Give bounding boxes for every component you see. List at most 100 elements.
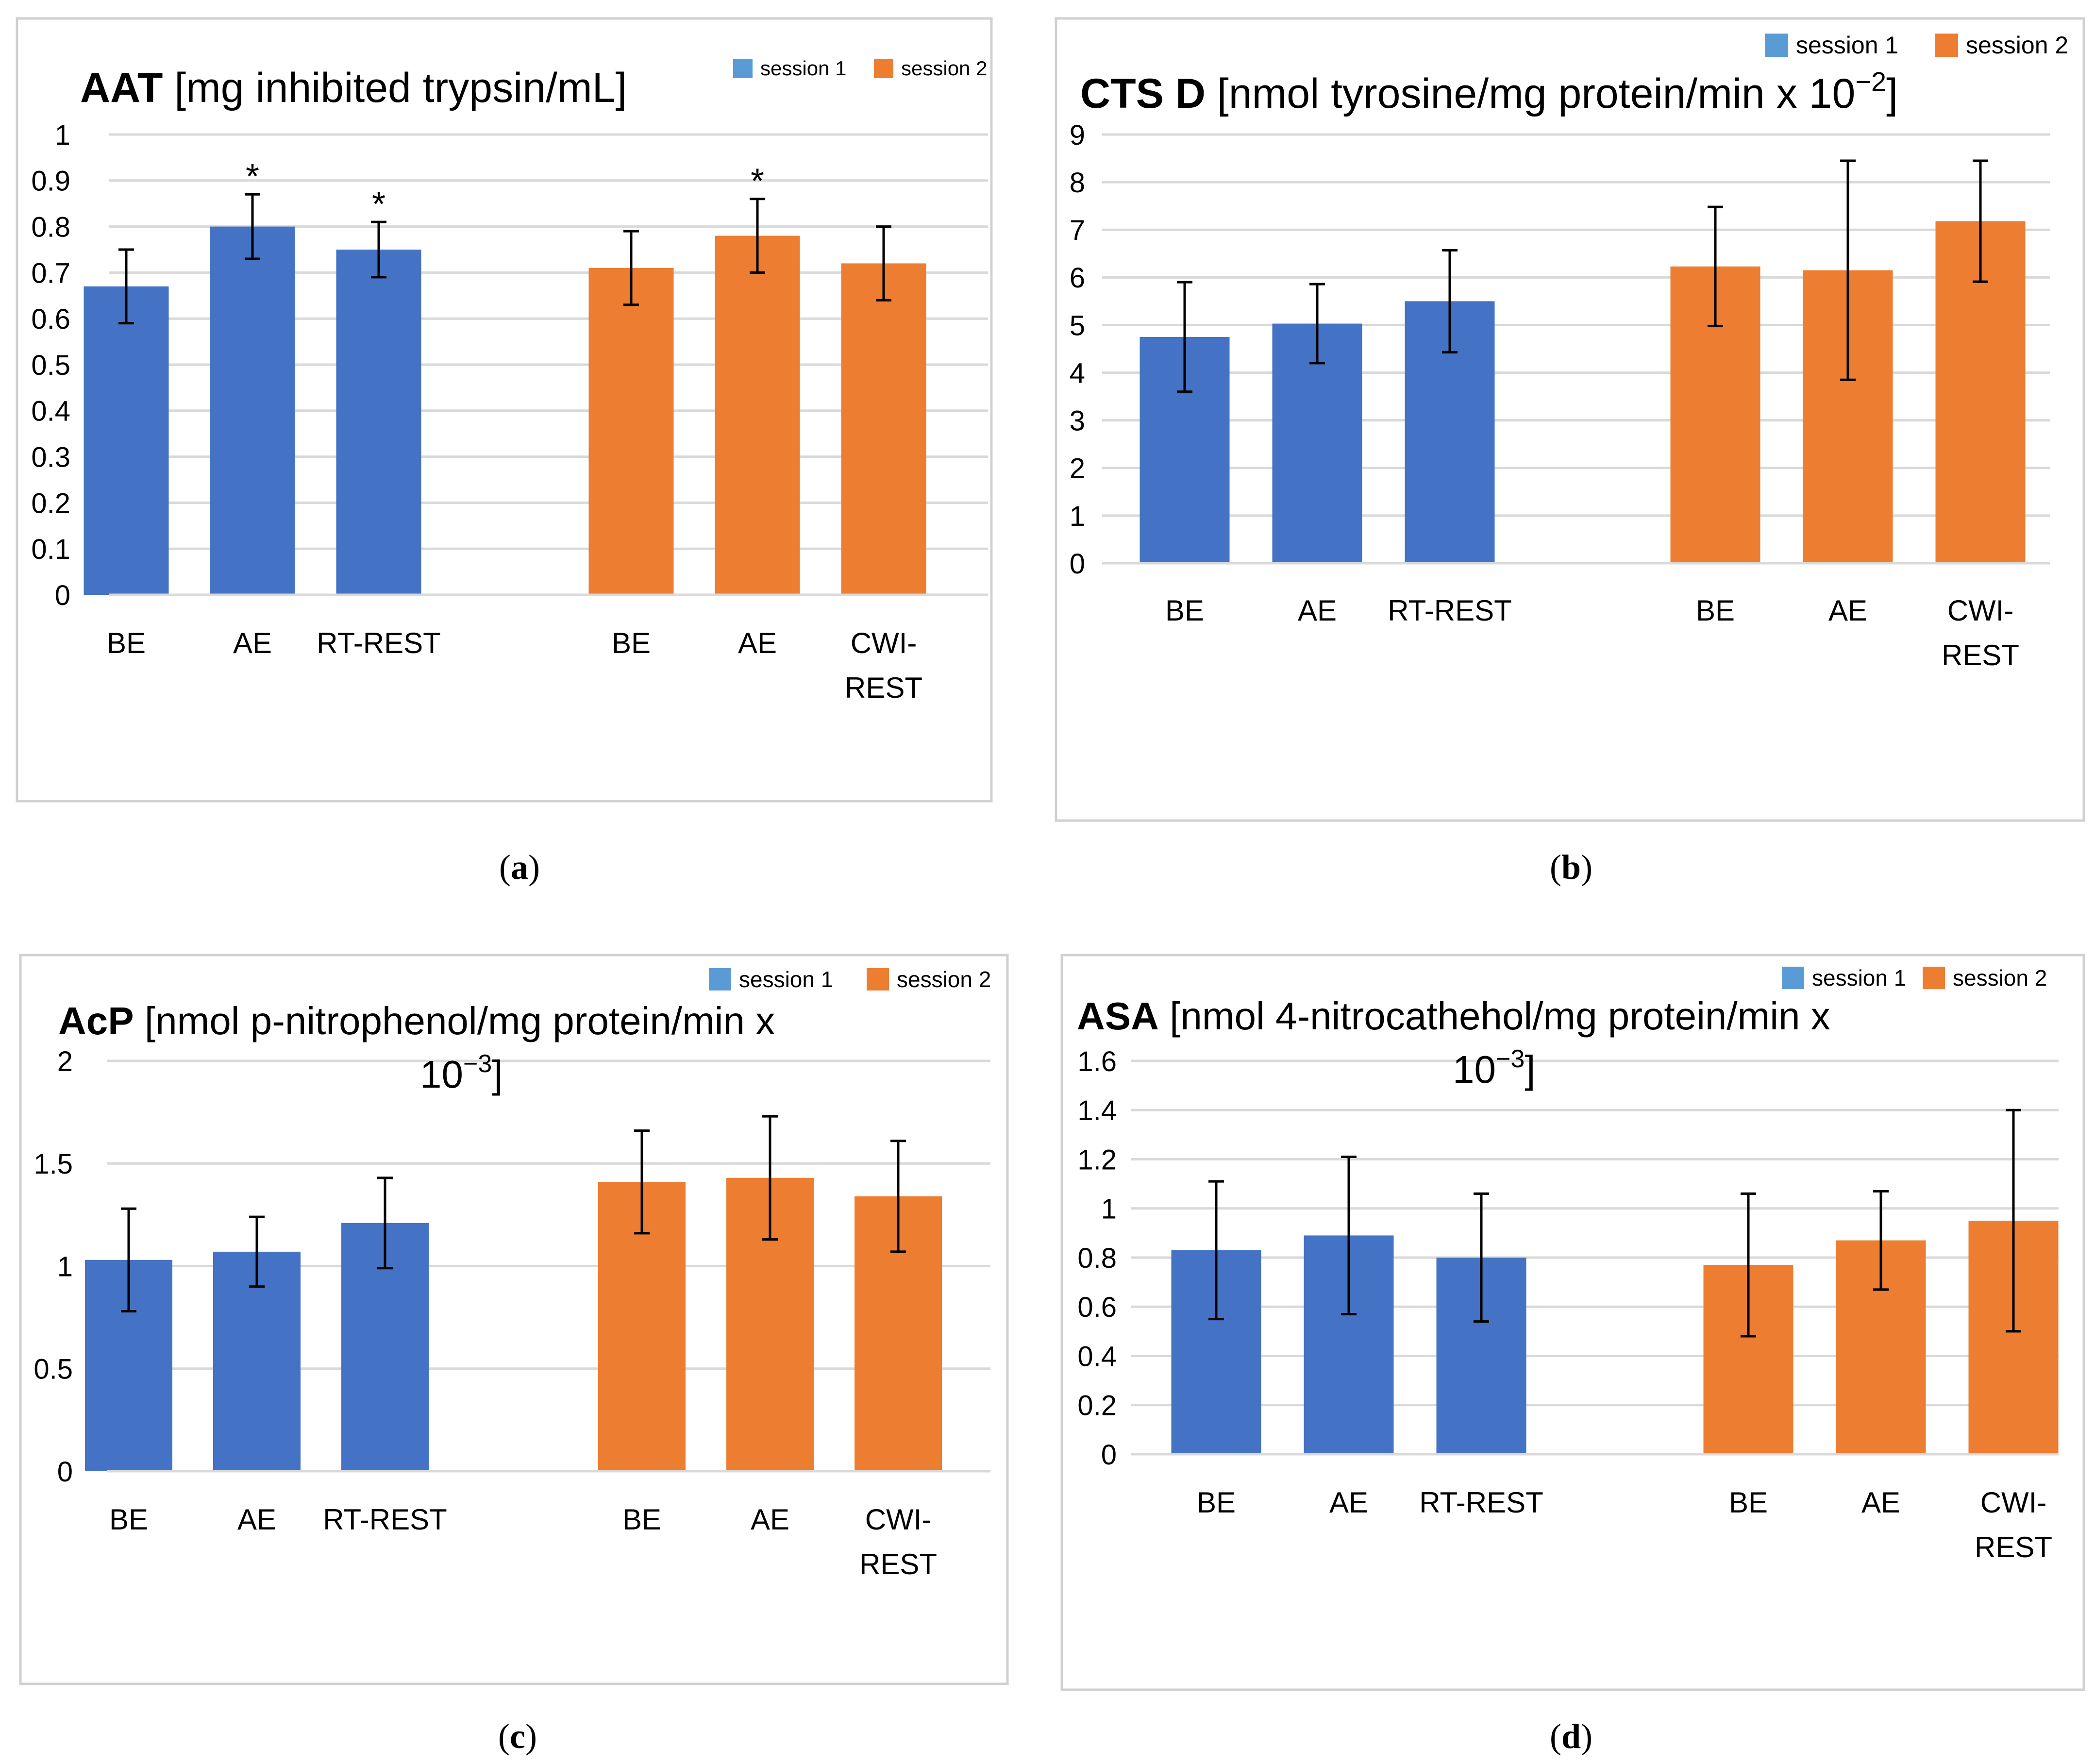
chart-title-line2: 10−3] — [420, 1050, 503, 1096]
y-tick-label: 0.4 — [1077, 1341, 1117, 1372]
y-tick-label: 1.5 — [34, 1148, 73, 1180]
y-tick-label: 0.3 — [31, 441, 70, 473]
x-category-label: RT-REST — [323, 1503, 447, 1536]
y-tick-label: 0.2 — [1077, 1390, 1117, 1422]
chart-legend: session 1 session 2 — [709, 967, 991, 992]
chart-title-text: [mg inhibited trypsin/mL] — [163, 65, 627, 111]
y-tick-label: 7 — [1070, 215, 1085, 246]
y-tick-label: 0 — [1101, 1439, 1117, 1471]
chart-title-line2-text: 10 — [1453, 1048, 1496, 1091]
y-tick-label: 4 — [1070, 357, 1085, 389]
legend-label-session-2: session 2 — [1953, 965, 2047, 991]
chart-title-bold: AcP — [58, 999, 134, 1042]
legend-swatch-session-1 — [1782, 966, 1804, 989]
x-category-label: AE — [1298, 594, 1337, 627]
chart-frame — [19, 954, 1009, 1685]
bar-session-2 — [715, 235, 800, 595]
chart-title-text: [nmol p-nitrophenol/mg protein/min x — [134, 999, 775, 1042]
panel-label-open: ( — [1550, 1717, 1561, 1756]
y-tick-label: 1.2 — [1077, 1144, 1117, 1176]
y-tick-label: 0.8 — [1077, 1243, 1117, 1274]
chart-title: CTS D [nmol tyrosine/mg protein/min x 10… — [1080, 67, 1898, 117]
chart-title-line2-end: ] — [1525, 1048, 1535, 1091]
y-tick-label: 0 — [57, 1456, 73, 1488]
bar-session-1 — [210, 226, 295, 595]
panel-label: (c) — [498, 1717, 537, 1756]
legend-label-session-1: session 1 — [739, 967, 833, 992]
x-category-label: AE — [751, 1503, 789, 1536]
y-tick-label: 0.8 — [31, 211, 70, 243]
chart-legend: session 1 session 2 — [1782, 965, 2047, 991]
chart-title-text: [nmol tyrosine/mg protein/min x 10 — [1206, 70, 1855, 117]
y-tick-label: 8 — [1070, 167, 1085, 199]
y-tick-label: 0.6 — [31, 303, 70, 335]
x-category-label: REST — [859, 1548, 937, 1580]
x-category-label: REST — [845, 672, 922, 704]
panel-label-close: ) — [525, 1717, 537, 1756]
x-category-label: BE — [1197, 1486, 1236, 1519]
x-category-label: BE — [622, 1503, 661, 1536]
bar-session-1 — [213, 1251, 301, 1471]
chart-title: AcP [nmol p-nitrophenol/mg protein/min x — [58, 999, 775, 1042]
chart-title-line2-end: ] — [492, 1053, 503, 1096]
y-tick-label: 0.5 — [31, 350, 70, 381]
y-tick-label: 1.4 — [1077, 1095, 1117, 1126]
chart-title-bold: AAT — [80, 65, 163, 111]
x-category-label: AE — [237, 1503, 276, 1536]
legend-label-session-2: session 2 — [1966, 32, 2068, 59]
x-category-label: CWI- — [1947, 594, 2014, 627]
panel-label-close: ) — [1581, 1717, 1592, 1756]
x-category-label: CWI- — [865, 1503, 932, 1536]
x-category-label: BE — [107, 627, 146, 659]
y-tick-label: 0.2 — [31, 487, 70, 519]
x-category-label: CWI- — [1980, 1486, 2047, 1519]
x-category-label: RT-REST — [1388, 594, 1512, 627]
y-tick-label: 1 — [55, 119, 70, 151]
y-tick-label: 0 — [1070, 548, 1085, 580]
panel-label-close: ) — [528, 848, 540, 887]
y-tick-label: 9 — [1070, 119, 1085, 151]
legend-swatch-session-2 — [874, 59, 893, 78]
panel-label: (b) — [1550, 848, 1592, 887]
chart-title-line2-superscript: −3 — [1496, 1045, 1525, 1073]
x-category-label: BE — [109, 1503, 148, 1536]
chart-legend: session 1 session 2 — [733, 57, 987, 80]
x-category-label: AE — [1861, 1486, 1900, 1519]
chart-title-line2-text: 10 — [420, 1053, 463, 1096]
legend-label-session-2: session 2 — [901, 57, 987, 80]
x-category-label: BE — [1696, 594, 1735, 627]
chart-title-line2-superscript: −3 — [463, 1050, 492, 1078]
panel-label-open: ( — [1550, 848, 1561, 887]
bar-session-1 — [336, 250, 421, 595]
chart-panel-d: 0 0.2 0.4 0.6 0.8 1 1.2 1.4 1.6 ASA [nmol 4-nitro… — [1060, 954, 2085, 1756]
y-tick-label: 0.9 — [31, 166, 70, 197]
significance-marker: * — [751, 162, 764, 201]
panel-label-letter: d — [1561, 1717, 1581, 1756]
y-tick-label: 2 — [1070, 453, 1085, 485]
panel-label: (a) — [499, 848, 540, 887]
y-tick-label: 1 — [1101, 1193, 1117, 1225]
y-tick-label: 0 — [55, 580, 70, 611]
legend-label-session-1: session 1 — [1812, 965, 1906, 991]
y-tick-label: 0.5 — [34, 1354, 73, 1385]
x-category-label: AE — [1329, 1486, 1368, 1519]
y-tick-label: 1.6 — [1077, 1046, 1117, 1077]
panel-label-letter: b — [1561, 848, 1581, 887]
y-tick-label: 3 — [1070, 405, 1085, 437]
legend-swatch-session-1 — [709, 968, 731, 991]
legend-swatch-session-1 — [733, 59, 753, 78]
bar-session-1 — [84, 286, 169, 595]
x-category-label: CWI- — [851, 627, 917, 659]
y-tick-label: 2 — [57, 1046, 73, 1077]
y-tick-label: 5 — [1070, 310, 1085, 341]
x-category-label: BE — [1729, 1486, 1768, 1519]
panel-label: (d) — [1550, 1717, 1592, 1756]
panel-label-close: ) — [1581, 848, 1592, 887]
y-tick-label: 0.7 — [31, 257, 70, 289]
x-category-label: REST — [1942, 639, 2019, 672]
panel-label-open: ( — [499, 848, 511, 887]
legend-label-session-2: session 2 — [897, 967, 991, 992]
chart-title-superscript: −2 — [1855, 67, 1886, 97]
